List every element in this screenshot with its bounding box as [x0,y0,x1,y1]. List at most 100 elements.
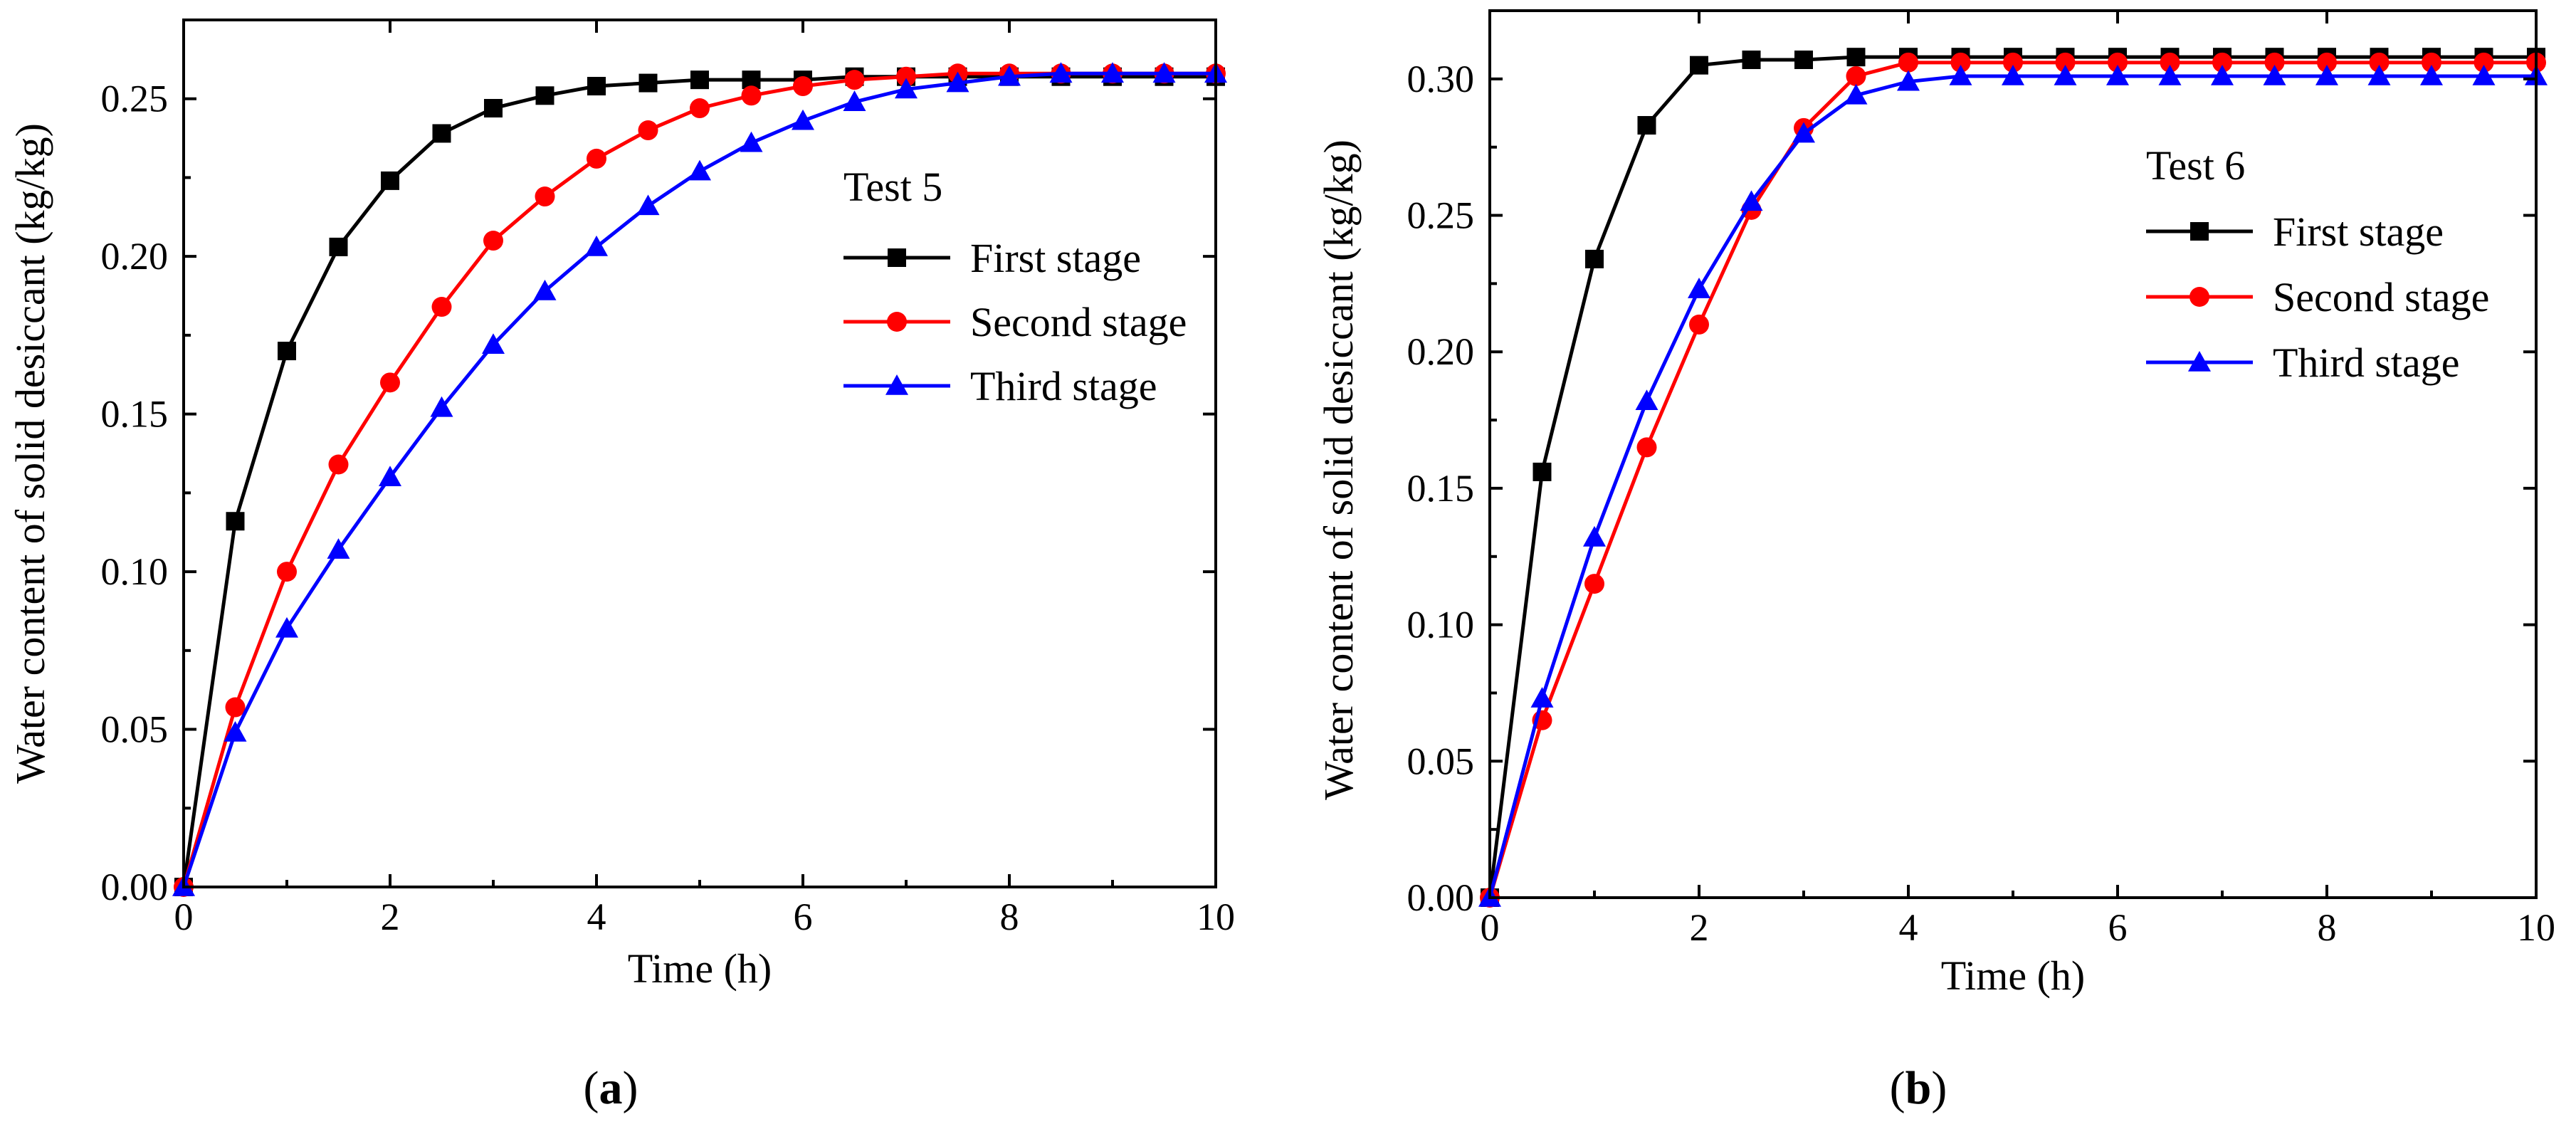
panel-b-series-line-2 [1488,61,2536,898]
panel-a-data-point [379,466,401,487]
panel-a-x-tick-label: 6 [794,896,813,938]
panel-b-marks [1478,48,2548,908]
panel-a-data-point [741,85,762,106]
panel-a-data-point [226,512,245,531]
panel-a-data-point [1049,62,1073,83]
panel-a-y-tick-label: 0.25 [101,78,169,120]
panel-b-legend-label: Second stage [2273,274,2489,320]
panel-b-data-point [2158,65,2182,85]
panel-a-data-point [430,396,453,417]
panel-a-data-point [690,98,710,119]
panel-a-legend-marker [888,248,906,267]
panel-b-data-point [2264,52,2285,73]
panel-b-data-point [1530,687,1554,708]
panel-a-data-point [484,99,503,118]
panel-b-y-axis-title: Water content of solid desiccant (kg/kg) [1315,140,1362,800]
panel-a-x-tick-label: 0 [174,896,194,938]
panel-b-legend: First stage Second stage Third stage [2146,209,2489,386]
panel-a-y-tick-label: 0.10 [101,550,169,593]
panel-a-y-axis-title: Water content of solid desiccant (kg/kg) [7,123,53,784]
panel-b-data-point [1636,437,1657,458]
panel-b-data-point [1794,51,1813,70]
panel-b-legend-marker [2190,222,2209,241]
panel-a-data-point [224,720,247,742]
panel-a-data-point [896,66,916,87]
panel-a-y-axis: 0.00 0.05 0.10 0.15 0.20 0.25 [101,78,1216,908]
panel-b-data-point [2367,65,2391,85]
panel-b-data-point [1583,525,1606,547]
panel-a-data-point [895,78,918,99]
panel-b-test-label: Test 6 [2146,142,2245,189]
panel-a-data-point [329,237,348,256]
panel-a-data-point [793,76,813,97]
panel-a-data-point [277,562,297,582]
panel-a-y-tick-label: 0.00 [101,866,169,908]
panel-a-legend-marker [887,312,907,332]
panel-b-data-point [1792,122,1815,143]
panel-b-y-tick-label: 0.10 [1407,604,1475,646]
panel-b-data-point [1897,70,1920,91]
panel-b-x-tick-label: 8 [2318,906,2337,949]
panel-a-data-point [998,65,1021,86]
panel-a-y-tick-label: 0.15 [101,393,169,436]
panel-a-y-tick-label: 0.20 [101,235,169,278]
panel-a-data-point [275,616,298,638]
panel-a-caption-letter: a [599,1062,623,1114]
panel-a-data-point [225,697,246,718]
panel-a-x-axis: 0 2 4 6 8 10 [174,20,1235,938]
panel-a-series-line-1 [182,75,1216,888]
panel-b-data-point [1898,52,1918,73]
panel-a-legend-label: Second stage [970,299,1187,345]
panel-b-data-point [1690,56,1708,75]
panel-a-data-point [482,333,505,354]
panel-b-data-point [1740,190,1763,211]
panel-b-data-point [1950,52,1971,73]
panel-b-data-point [1584,574,1604,594]
panel-a-marks [172,62,1227,897]
panel-b-data-point [2420,65,2443,85]
panel-b-data-point [2472,65,2496,85]
panel-a-test-label: Test 5 [843,164,942,210]
panel-b-data-point [2315,65,2338,85]
panel-a-caption: (a) [584,1062,638,1114]
panel-b-y-tick-label: 0.20 [1407,330,1475,373]
panel-a-x-axis-title: Time (h) [628,945,772,992]
panel-a-data-point [380,372,400,393]
panel-b-data-point [1846,66,1866,87]
panel-b-data-point [1635,389,1658,411]
panel-b-legend-marker [2189,287,2209,307]
panel-a-data-point [690,70,709,90]
panel-b-data-point [2003,52,2023,73]
panel-a-data-point [585,235,608,256]
panel-a-data-point [740,131,763,152]
panel-b-data-point [1949,65,1972,85]
panel-a-data-point [636,194,660,216]
panel-b-data-point [1846,48,1866,67]
panel-b-y-tick-label: 0.25 [1407,194,1475,237]
panel-a-data-point [587,148,606,169]
panel-b-y-tick-label: 0.00 [1407,876,1475,919]
panel-b-data-point [2474,52,2494,73]
panel-b-legend-marker [2188,351,2211,372]
panel-a-x-tick-label: 8 [1000,896,1019,938]
panel-a-data-point [1152,62,1176,83]
panel-a-data-point [587,77,606,96]
panel-a-data-point [431,297,452,317]
panel-b-y-tick-label: 0.30 [1407,58,1475,100]
panel-b-data-point [2317,52,2337,73]
panel-a-data-point [327,538,350,559]
panel-b-data-point [1585,249,1604,268]
panel-a-data-point [278,342,296,361]
panel-a-data-point [328,454,349,475]
panel-a-data-point [688,159,711,181]
panel-a-legend: First stage Second stage Third stage [843,235,1187,409]
panel-b-legend-label: First stage [2273,209,2444,255]
chart-panel-b: 0 2 4 6 8 10 0.00 0.05 0.10 0.15 0.20 0.25 0.30 Tim… [1315,9,2555,1114]
panel-a-plot-frame [182,19,1217,888]
panel-b-caption: (b) [1890,1062,1947,1114]
panel-b-data-point [2211,65,2234,85]
panel-b-x-tick-label: 4 [1899,906,1918,949]
panel-b-data-point [2054,65,2077,85]
panel-b-y-axis: 0.00 0.05 0.10 0.15 0.20 0.25 0.30 [1407,58,2536,919]
panel-b-x-tick-label: 6 [2108,906,2128,949]
